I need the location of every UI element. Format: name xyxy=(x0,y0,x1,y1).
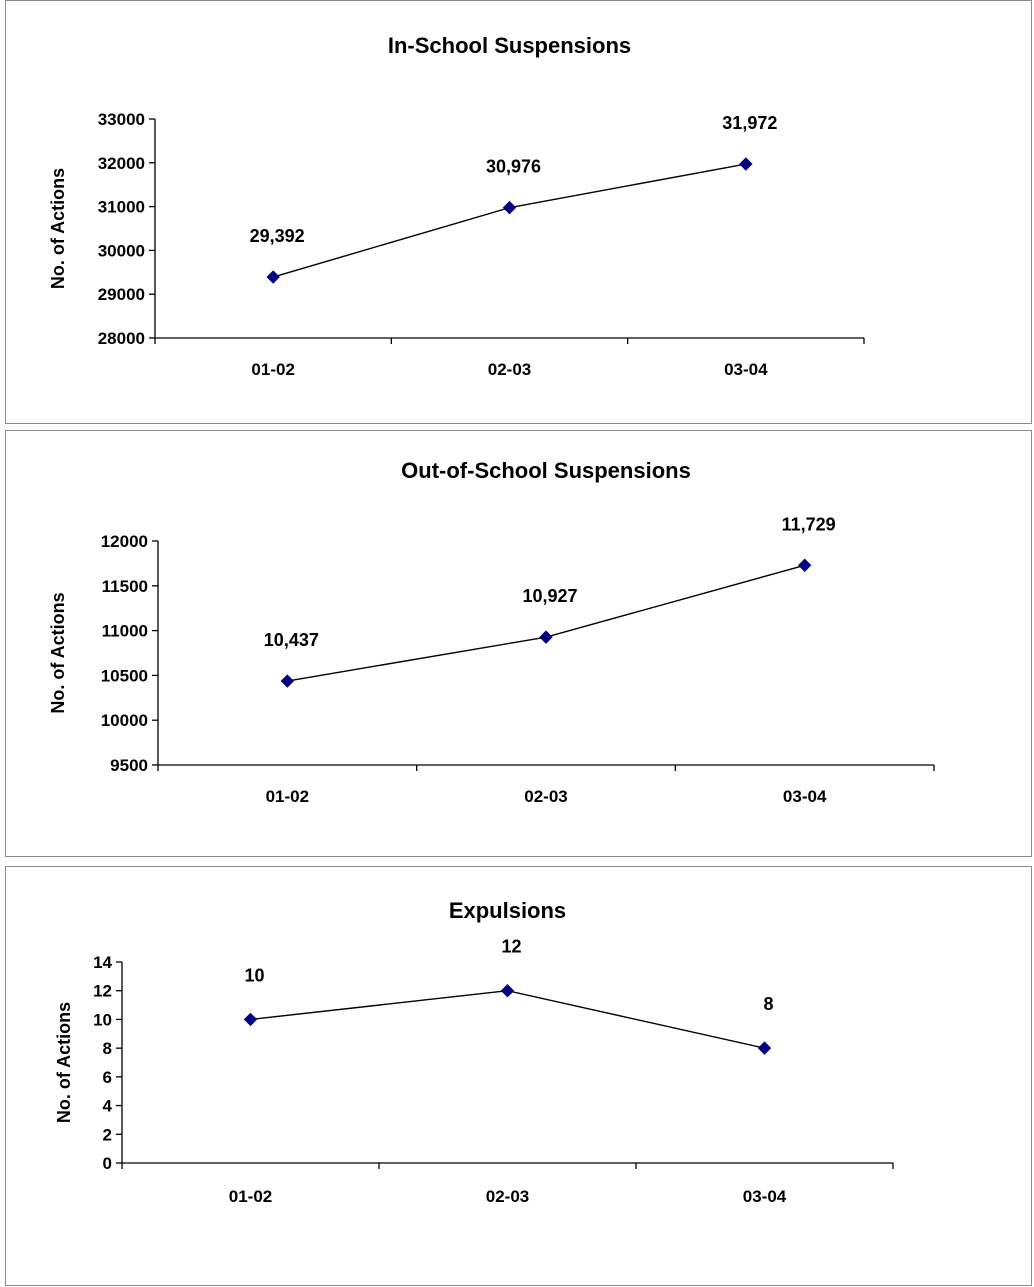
y-tick-label: 0 xyxy=(103,1154,112,1173)
data-point-marker xyxy=(500,984,515,998)
data-point-marker xyxy=(539,630,553,644)
x-tick-label: 01-02 xyxy=(229,1187,272,1206)
y-tick-label: 30000 xyxy=(98,241,145,260)
x-tick-label: 01-02 xyxy=(266,787,309,806)
y-tick-label: 14 xyxy=(93,953,112,972)
series-line xyxy=(287,564,805,682)
chart-in-school-suspensions: In-School Suspensions No. of Actions 28000… xyxy=(48,33,865,379)
x-tick-label: 03-04 xyxy=(724,360,768,379)
data-point-marker xyxy=(502,200,517,215)
data-point-marker xyxy=(797,558,812,572)
y-tick-label: 6 xyxy=(103,1068,112,1087)
y-tick-label: 12000 xyxy=(101,532,148,551)
series-line xyxy=(272,163,746,278)
chart-out-of-school-suspensions: Out-of-School Suspensions No. of Actions 9… xyxy=(48,458,935,806)
y-tick-label: 28000 xyxy=(98,329,145,348)
data-point-marker xyxy=(757,1041,772,1055)
data-point-marker xyxy=(266,270,280,284)
chart-panel-in-school-suspensions: In-School Suspensions No. of Actions 28000… xyxy=(5,0,1032,424)
data-label: 30,976 xyxy=(486,157,541,177)
y-tick-label: 4 xyxy=(103,1097,113,1116)
data-label: 29,392 xyxy=(250,226,305,246)
y-tick-label: 12 xyxy=(93,982,112,1001)
y-axis-label: No. of Actions xyxy=(48,168,68,289)
y-axis-label: No. of Actions xyxy=(48,592,68,713)
y-tick-label: 11500 xyxy=(102,577,148,596)
chart-expulsions: Expulsions No. of Actions 0 2 4 6 8 10 12 14 01-02… xyxy=(54,898,894,1206)
data-label: 12 xyxy=(501,937,521,957)
x-tick-label: 02-03 xyxy=(524,787,567,806)
y-tick-label: 10000 xyxy=(101,711,148,730)
y-tick-label: 29000 xyxy=(98,285,145,304)
y-tick-label: 8 xyxy=(103,1039,112,1058)
x-tick-label: 03-04 xyxy=(783,787,827,806)
y-tick-label: 10500 xyxy=(101,666,148,685)
chart-title: Out-of-School Suspensions xyxy=(401,458,691,483)
y-tick-label: 33000 xyxy=(98,110,145,129)
chart-title: In-School Suspensions xyxy=(388,33,631,58)
y-axis-label: No. of Actions xyxy=(54,1002,74,1123)
data-label: 31,972 xyxy=(722,113,777,133)
data-label: 10 xyxy=(244,965,264,985)
data-label: 8 xyxy=(763,994,773,1014)
y-tick-label: 11000 xyxy=(102,622,148,641)
x-tick-label: 01-02 xyxy=(251,360,294,379)
x-tick-label: 02-03 xyxy=(486,1187,529,1206)
y-tick-label: 32000 xyxy=(98,154,145,173)
y-tick-label: 2 xyxy=(103,1125,112,1144)
y-tick-label: 10 xyxy=(93,1010,112,1029)
data-point-marker xyxy=(243,1012,258,1027)
data-label: 10,927 xyxy=(522,586,577,606)
data-label: 11,729 xyxy=(782,514,836,534)
x-tick-label: 02-03 xyxy=(488,360,531,379)
chart-panel-out-of-school-suspensions: Out-of-School Suspensions No. of Actions 9… xyxy=(5,430,1032,857)
series-line xyxy=(250,990,765,1049)
chart-panel-expulsions: Expulsions No. of Actions 0 2 4 6 8 10 12 14 01-02… xyxy=(5,866,1032,1286)
y-tick-label: 31000 xyxy=(98,198,145,217)
data-label: 10,437 xyxy=(264,630,319,650)
y-tick-label: 9500 xyxy=(110,756,148,775)
data-point-marker xyxy=(739,157,753,171)
chart-title: Expulsions xyxy=(449,898,566,923)
data-point-marker xyxy=(280,674,295,688)
x-tick-label: 03-04 xyxy=(743,1187,787,1206)
